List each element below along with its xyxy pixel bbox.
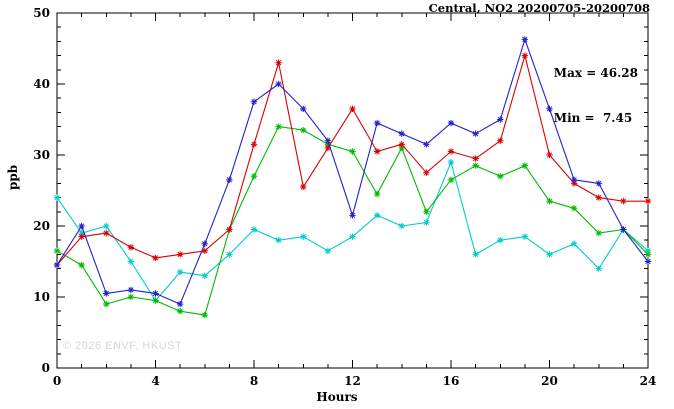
x-tick-label: 12 <box>344 374 361 388</box>
x-axis-label: Hours <box>316 390 358 404</box>
chart-title: Central, NO2 20200705-20200708 <box>428 1 650 15</box>
max-value-annotation: Max = 46.28 <box>553 66 638 80</box>
y-tick-label: 0 <box>42 361 50 375</box>
y-tick-label: 40 <box>33 77 50 91</box>
min-value-annotation: Min = 7.45 <box>553 111 633 125</box>
x-tick-label: 8 <box>250 374 258 388</box>
green-series-group <box>53 123 652 319</box>
axis-ticks <box>56 12 649 369</box>
blue-series-group <box>53 36 652 308</box>
tick-labels: 0 4 8 12 16 20 24 0 10 20 30 40 50 <box>33 6 656 388</box>
red-series-group <box>53 52 652 269</box>
green-series-markers <box>53 123 652 319</box>
cyan-series-line <box>56 161 649 302</box>
y-tick-label: 20 <box>33 219 50 233</box>
cyan-series-markers <box>53 158 652 304</box>
x-tick-label: 20 <box>541 374 558 388</box>
blue-series-markers <box>53 36 652 308</box>
x-tick-label: 24 <box>640 374 657 388</box>
cyan-series-group <box>53 158 652 304</box>
x-tick-label: 16 <box>443 374 460 388</box>
y-tick-label: 10 <box>33 290 50 304</box>
y-tick-label: 50 <box>33 6 50 20</box>
y-tick-label: 30 <box>33 148 50 162</box>
y-axis-label: ppb <box>6 164 20 190</box>
x-tick-label: 4 <box>151 374 159 388</box>
x-tick-label: 0 <box>53 374 61 388</box>
stats-annotation: Max = 46.28 Min = 7.45 <box>554 36 638 156</box>
watermark: © 2026 ENVF, HKUST <box>63 340 183 352</box>
